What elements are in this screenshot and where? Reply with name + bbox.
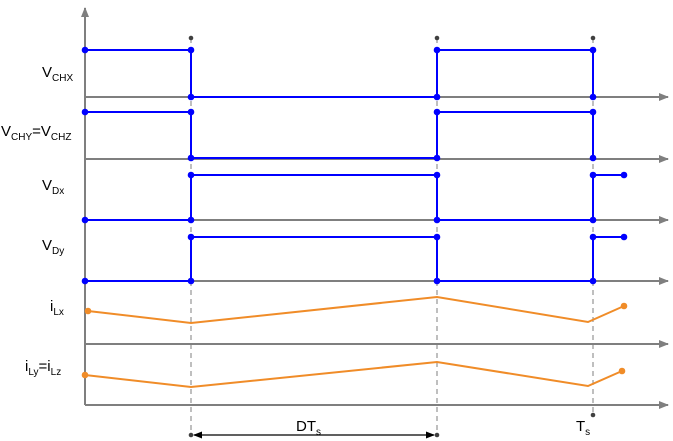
baseline-axes bbox=[85, 93, 669, 409]
vdy-dots bbox=[81, 233, 628, 285]
vchy-waveform bbox=[85, 111, 594, 159]
vchy-dots bbox=[81, 108, 597, 162]
label-ily-ilz: iLy=iLz bbox=[25, 358, 61, 378]
ilx-waveform bbox=[87, 295, 625, 325]
ilx-end-dot bbox=[620, 302, 628, 310]
vchx-waveform bbox=[85, 49, 594, 98]
marker-dots bbox=[188, 35, 596, 438]
vdx-waveform bbox=[85, 174, 624, 221]
label-vdy: VDy bbox=[42, 237, 64, 257]
label-ilx: iLx bbox=[50, 298, 64, 318]
vchx-dots bbox=[81, 46, 597, 101]
label-ts: Ts bbox=[576, 418, 590, 438]
ily-start-dot bbox=[81, 371, 89, 379]
label-vdx: VDx bbox=[42, 177, 64, 197]
vdx-dots bbox=[81, 171, 628, 224]
label-dts: DTs bbox=[296, 418, 321, 438]
vdy-waveform bbox=[85, 236, 624, 282]
ilx-start-dot bbox=[84, 307, 92, 315]
ily-end-dot bbox=[618, 367, 626, 375]
ily-waveform bbox=[84, 360, 623, 389]
label-vchx: VCHX bbox=[42, 64, 73, 84]
label-vchy-vchz: VCHY=VCHZ bbox=[1, 123, 71, 143]
